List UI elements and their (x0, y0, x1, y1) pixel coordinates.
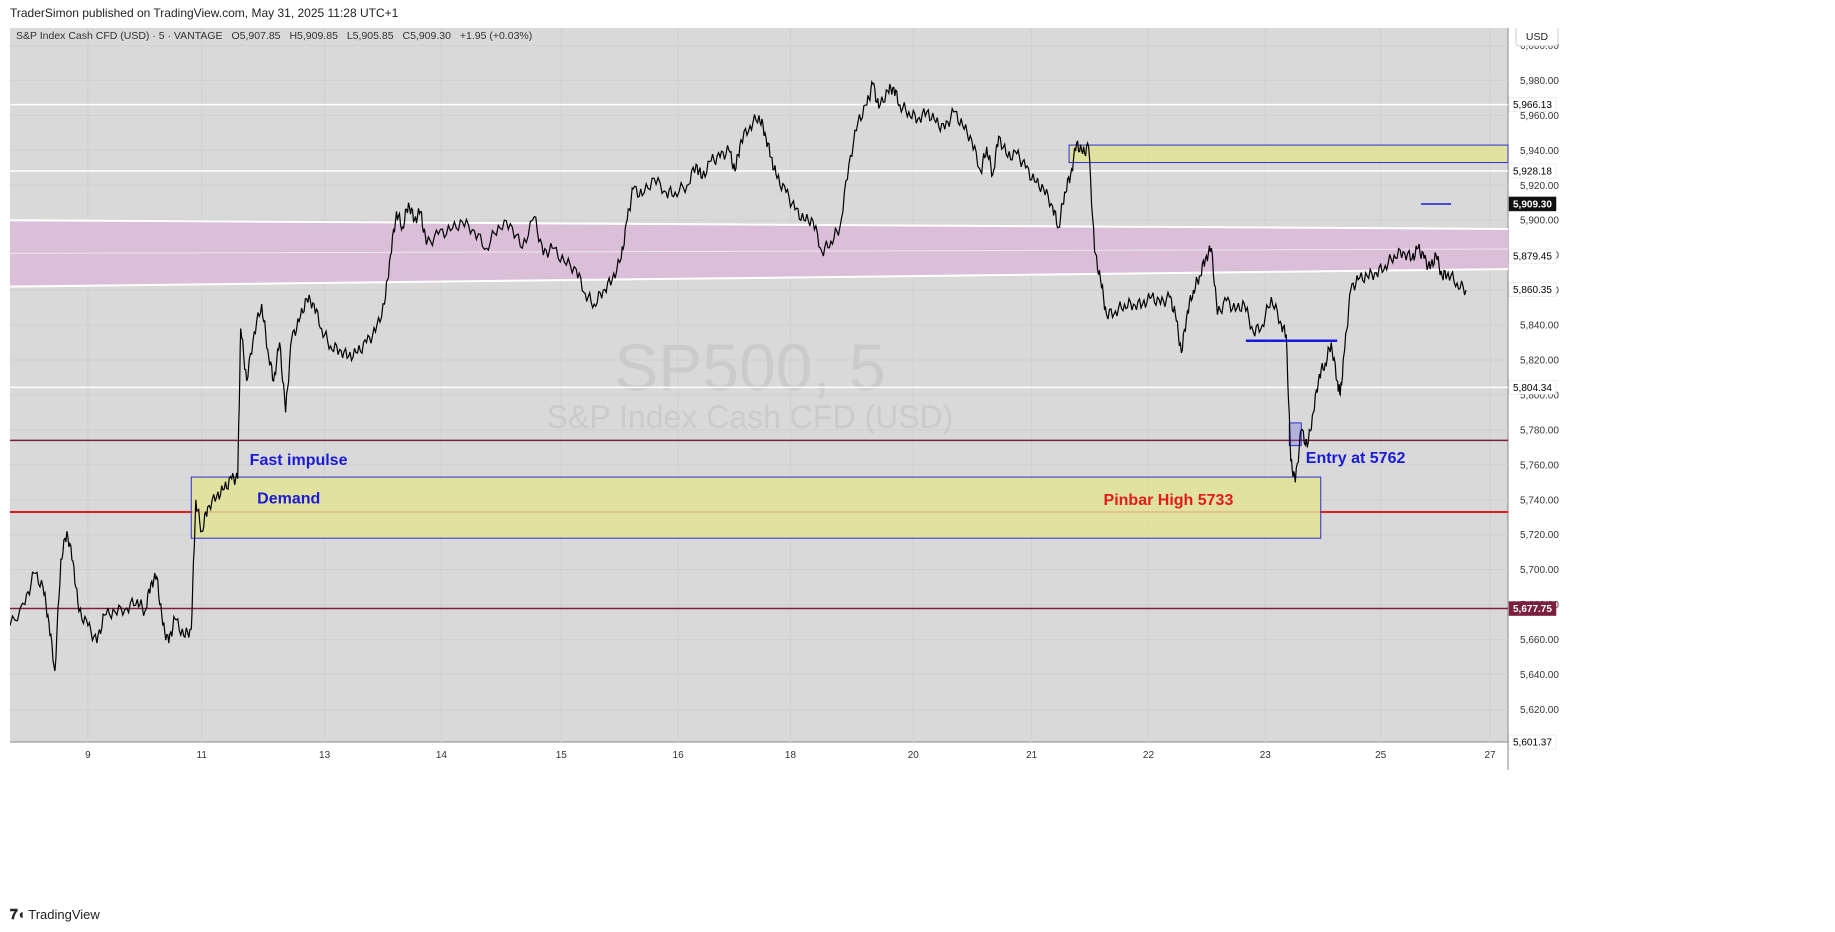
price-tick-label: 5,800.00 (1520, 390, 1559, 401)
price-tick-label: 5,840.00 (1520, 321, 1559, 332)
annotation-label: Demand (257, 490, 320, 507)
time-axis-ticks: 9 11 13 14 15 16 18 20 21 22 23 25 27 (85, 750, 1496, 761)
zone-top-zone (1068, 144, 1509, 164)
price-axis-background (1508, 28, 1580, 770)
band-bottom-edge (9, 268, 1509, 288)
legend-close: C5,909.30 (402, 30, 451, 42)
time-axis-background (10, 742, 1508, 770)
annotation-label: Pinbar High 5733 (1104, 492, 1234, 509)
publish-info: TraderSimon published on TradingView.com… (10, 6, 399, 20)
time-tick-label: 23 (1260, 750, 1272, 761)
time-tick-label: 13 (319, 750, 331, 761)
footer-brand: TradingView (28, 907, 100, 922)
price-tick-label: 5,980.00 (1520, 76, 1559, 87)
price-label-text: 5,601.37 (1513, 738, 1552, 749)
price-tick-label: 5,620.00 (1520, 705, 1559, 716)
legend-low: L5,905.85 (347, 30, 394, 42)
chart-frame[interactable]: SP500, 5 S&P Index Cash CFD (USD) Fast i… (9, 25, 1825, 902)
band-mid-line (9, 248, 1509, 254)
watermark-symbol: SP500, 5 (614, 330, 886, 404)
price-series-line (9, 79, 1467, 672)
level-segments-group (1245, 203, 1452, 343)
time-tick-label: 18 (785, 750, 797, 761)
zones-group (190, 144, 1509, 539)
price-label-text: 5,966.13 (1513, 100, 1552, 111)
price-label-text: 5,677.75 (1513, 604, 1552, 615)
price-tick-label: 5,780.00 (1520, 425, 1559, 436)
price-tick-label: 5,700.00 (1520, 565, 1559, 576)
price-tick-label: 5,940.00 (1520, 146, 1559, 157)
currency-label: USD (1526, 31, 1549, 43)
time-tick-label: 11 (197, 750, 208, 761)
legend-open: O5,907.85 (231, 30, 280, 42)
tradingview-logo-icon: 𝟕◖ (10, 906, 25, 922)
annotations-group: Fast impulse Demand Pinbar High 5733 Entry … (250, 450, 1406, 509)
price-label-text: 5,909.30 (1513, 199, 1552, 210)
legend-change: +1.95 (+0.03%) (460, 30, 532, 42)
price-label-text: 5,860.35 (1513, 285, 1552, 296)
price-label-box (1508, 196, 1557, 212)
annotation-label: Entry at 5762 (1306, 450, 1406, 467)
svg-text:S&P Index Cash CFD (USD) · 5 ·: S&P Index Cash CFD (USD) · 5 · VANTAGE O… (16, 30, 532, 42)
time-tick-label: 14 (436, 750, 448, 761)
price-labels-group: 5,966.13 5,928.18 5,909.30 5,879.45 5,860.35… (1508, 97, 1557, 750)
price-tick-label: 5,920.00 (1520, 181, 1559, 192)
resistance-band-group (9, 219, 1509, 288)
price-label-box (1508, 282, 1557, 297)
price-tick-label: 5,760.00 (1520, 460, 1559, 471)
time-tick-label: 20 (908, 750, 920, 761)
legend-high: H5,909.85 (289, 30, 338, 42)
time-tick-label: 27 (1484, 750, 1496, 761)
price-tick-label: 5,740.00 (1520, 495, 1559, 506)
price-tick-label: 5,960.00 (1520, 111, 1559, 122)
time-tick-label: 22 (1143, 750, 1155, 761)
time-tick-label: 15 (556, 750, 568, 761)
price-label-text: 5,879.45 (1513, 252, 1552, 263)
price-chart[interactable]: SP500, 5 S&P Index Cash CFD (USD) Fast i… (9, 25, 1825, 902)
band-top-edge (9, 219, 1509, 230)
price-label-text: 5,928.18 (1513, 166, 1552, 177)
time-tick-label: 25 (1375, 750, 1387, 761)
price-label-box (1508, 97, 1557, 112)
symbol-legend[interactable]: S&P Index Cash CFD (USD) · 5 · VANTAGE O… (16, 30, 532, 42)
annotation-label: Fast impulse (250, 452, 348, 469)
time-tick-label: 21 (1026, 750, 1038, 761)
price-tick-label: 5,820.00 (1520, 355, 1559, 366)
resistance-band (10, 220, 1508, 287)
price-tick-label: 5,720.00 (1520, 530, 1559, 541)
price-label-box (1508, 380, 1557, 395)
legend-symbol: S&P Index Cash CFD (USD) · 5 · VANTAGE (16, 30, 223, 42)
zone-demand (190, 476, 1322, 539)
currency-button[interactable]: USD (1515, 25, 1559, 47)
price-label-text: 5,804.34 (1513, 383, 1552, 394)
time-tick-label: 16 (673, 750, 685, 761)
price-label-box (1508, 734, 1557, 750)
watermark-description: S&P Index Cash CFD (USD) (547, 399, 954, 435)
price-tick-label: 5,660.00 (1520, 635, 1559, 646)
time-tick-label: 9 (85, 750, 91, 761)
price-tick-label: 5,640.00 (1520, 670, 1559, 681)
price-label-box (1508, 163, 1557, 179)
price-tick-label: 5,900.00 (1520, 216, 1559, 227)
footer: 𝟕◖ TradingView (10, 906, 100, 923)
price-label-box (1508, 248, 1557, 264)
price-label-box (1508, 601, 1557, 616)
